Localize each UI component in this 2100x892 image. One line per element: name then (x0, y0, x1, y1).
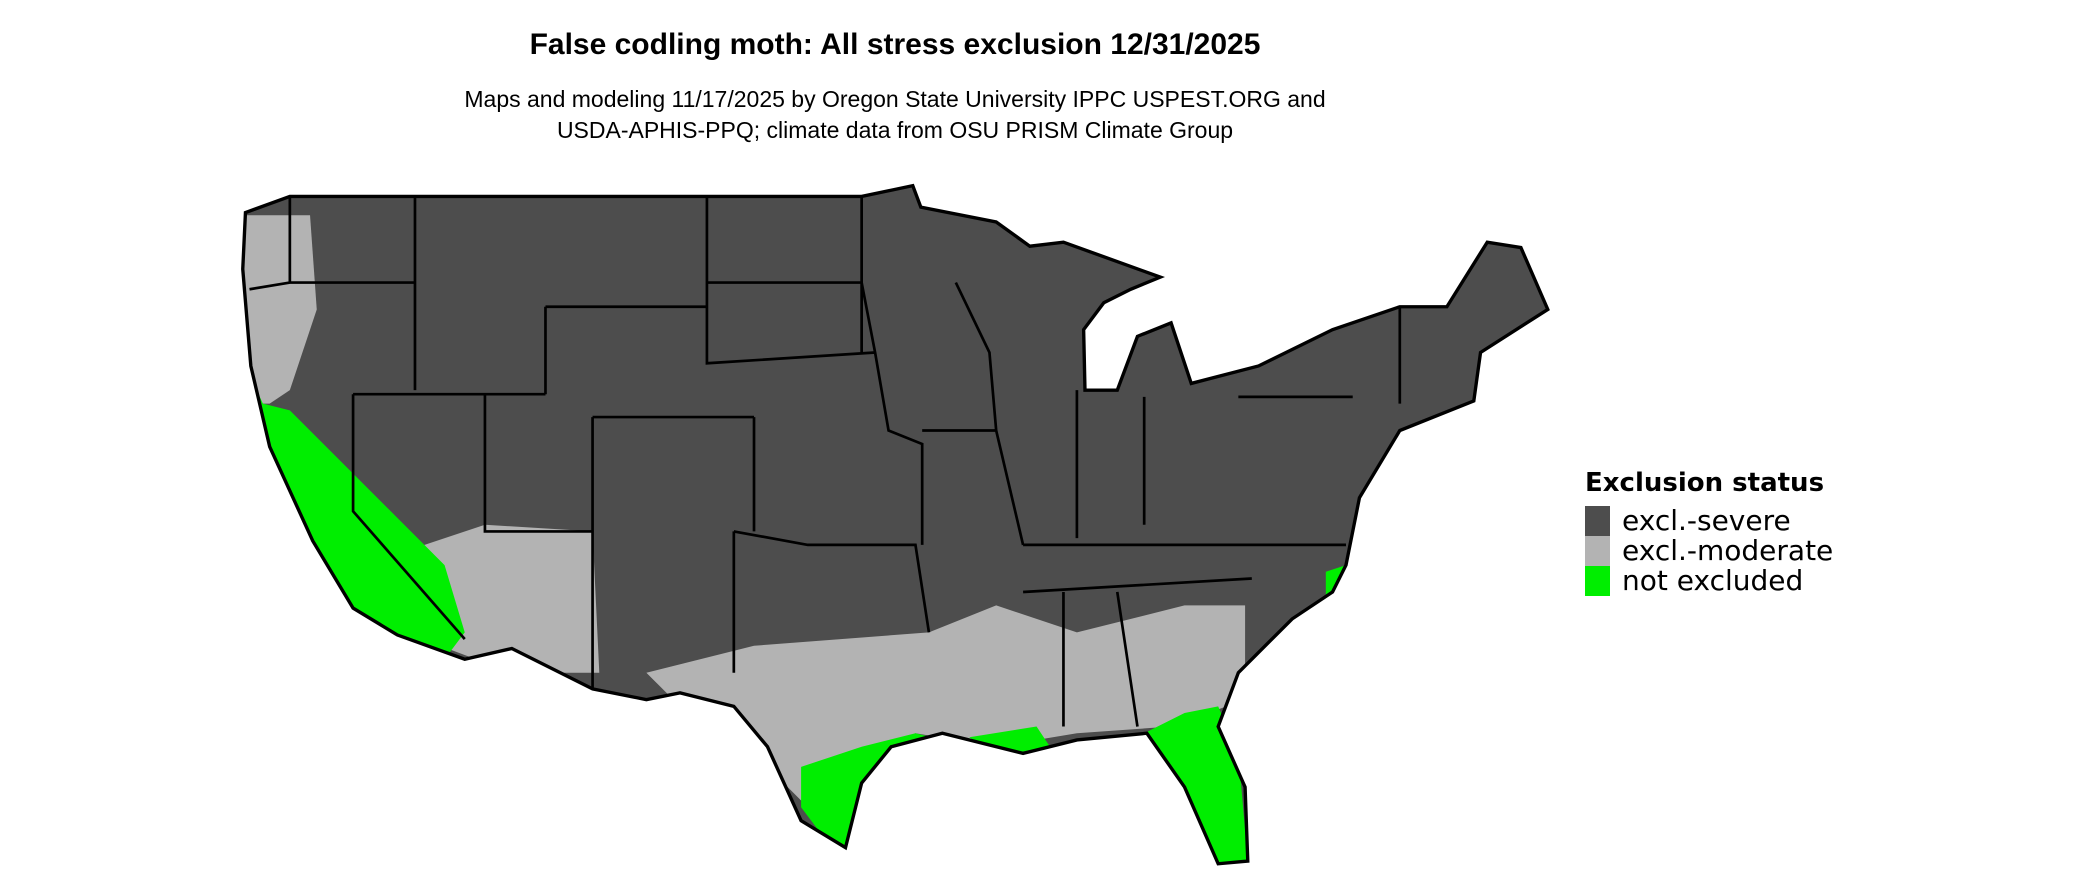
legend-swatch (1585, 506, 1610, 536)
map-title: False codling moth: All stress exclusion… (529, 28, 1261, 61)
map-subtitle-line-2: USDA-APHIS-PPQ; climate data from OSU PR… (556, 117, 1234, 143)
legend-title: Exclusion status (1585, 468, 1825, 498)
legend-item-excl-moderate: excl.-moderate (1585, 536, 1833, 566)
legend-item-not-excluded: not excluded (1585, 566, 1833, 596)
state-borders (249, 196, 1402, 727)
legend-swatch (1585, 566, 1610, 596)
legend-swatch (1585, 536, 1610, 566)
map-subtitle-line-1: Maps and modeling 11/17/2025 by Oregon S… (464, 86, 1326, 112)
legend-label: not excluded (1622, 564, 1804, 597)
legend-item-excl-severe: excl.-severe (1585, 506, 1833, 536)
region-excl-severe (242, 185, 1548, 864)
legend-label: excl.-severe (1622, 504, 1791, 537)
legend-label: excl.-moderate (1622, 534, 1834, 567)
legend: Exclusion status excl.-severe excl.-mode… (1585, 468, 1833, 596)
